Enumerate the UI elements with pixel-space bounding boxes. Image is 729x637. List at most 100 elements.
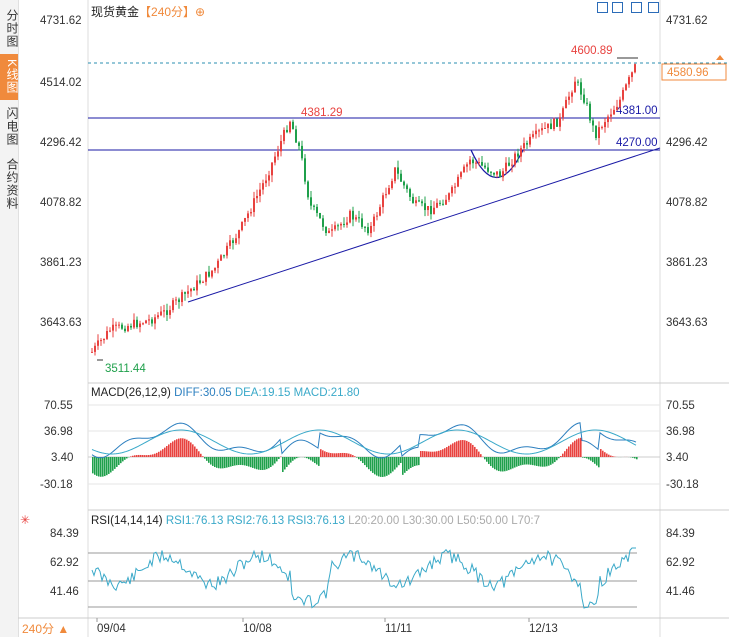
rsi3-value: RSI3:76.13 — [287, 515, 345, 527]
candle-body — [550, 123, 552, 130]
price-tick: 4731.62 — [666, 15, 708, 27]
candle-body — [148, 319, 150, 321]
candle-body — [496, 171, 498, 175]
macd-bar — [188, 440, 190, 457]
macd-bar — [192, 444, 194, 457]
macd-bar — [114, 457, 116, 469]
macd-title: MACD(26,12,9) — [91, 387, 171, 399]
price-tick: 3861.23 — [666, 257, 708, 269]
period-add-icon[interactable]: ⊕ — [195, 5, 206, 19]
candle-body — [172, 300, 174, 311]
tab-flash-chart[interactable]: 闪电图 — [5, 106, 19, 146]
macd-bar — [480, 454, 482, 457]
macd-bar — [352, 455, 354, 457]
macd-bar — [264, 457, 266, 470]
candle-body — [301, 145, 303, 159]
macd-bar — [372, 457, 374, 473]
candle-body — [373, 216, 375, 226]
macd-bar — [366, 457, 368, 468]
period-selector[interactable]: 【240分】 — [139, 5, 196, 19]
candle-body — [145, 320, 147, 324]
candle-body — [538, 130, 540, 132]
macd-bar — [442, 449, 444, 457]
macd-bar — [558, 457, 560, 459]
rsi2-value: RSI2:76.13 — [226, 515, 285, 527]
candle-body — [406, 185, 408, 190]
candle-body — [97, 340, 99, 346]
macd-bar — [104, 457, 106, 477]
candle-body — [196, 280, 198, 291]
candle-body — [565, 99, 567, 109]
macd-bar — [308, 457, 310, 460]
level-4381-label: 4381.00 — [616, 105, 658, 117]
candle-body — [460, 172, 462, 177]
macd-bar — [242, 457, 244, 466]
macd-bar — [632, 457, 634, 458]
macd-bar — [444, 448, 446, 457]
macd-value: MACD:21.80 — [293, 387, 360, 399]
macd-bar — [398, 457, 400, 466]
candle-body — [394, 167, 396, 182]
macd-bar — [204, 457, 206, 459]
candle-body — [589, 103, 591, 121]
macd-bar — [498, 457, 500, 472]
macd-bar — [208, 457, 210, 463]
fullscreen-icon[interactable] — [648, 2, 659, 13]
candle-body — [325, 226, 327, 234]
candle-body — [403, 181, 405, 186]
macd-bar — [276, 457, 278, 462]
macd-bar — [164, 447, 166, 457]
macd-bar — [452, 443, 454, 457]
macd-bar — [540, 457, 542, 467]
macd-bar — [582, 457, 584, 458]
crosshair-icon[interactable] — [597, 2, 608, 13]
candle-body — [211, 270, 213, 277]
macd-bar — [518, 457, 520, 466]
candle-body — [502, 171, 504, 178]
candle-body — [106, 331, 108, 339]
macd-bar — [386, 457, 388, 476]
candle-body — [133, 319, 135, 328]
candle-body — [169, 310, 171, 315]
macd-bar — [148, 455, 150, 457]
macd-bar — [382, 457, 384, 477]
bottom-period-selector[interactable]: 240分 ▲ — [22, 622, 70, 636]
expand-icon[interactable] — [612, 2, 623, 13]
macd-bar — [278, 457, 280, 460]
macd-bar — [342, 452, 344, 457]
settings-gear-icon[interactable]: ✳ — [20, 513, 30, 527]
macd-bar — [112, 457, 114, 471]
macd-bar — [460, 440, 462, 457]
candle-body — [418, 200, 420, 202]
candle-body — [100, 340, 102, 342]
price-tick: 3861.23 — [40, 257, 82, 269]
macd-bar — [474, 446, 476, 457]
macd-bar — [544, 457, 546, 467]
macd-bar — [416, 457, 418, 466]
candle-body — [370, 225, 372, 234]
draw-line-icon[interactable] — [631, 2, 642, 13]
macd-bar — [310, 457, 312, 461]
macd-bar — [346, 453, 348, 457]
macd-bar — [554, 457, 556, 463]
candle-body — [364, 226, 366, 228]
macd-bar — [248, 457, 250, 467]
candle-body — [442, 203, 444, 205]
trendline[interactable] — [187, 147, 661, 303]
macd-bar — [546, 457, 548, 467]
macd-bar — [446, 447, 448, 457]
tab-timeshare[interactable]: 分时图 — [5, 8, 19, 48]
macd-bar — [130, 456, 132, 457]
candle-body — [535, 130, 537, 135]
macd-bar — [200, 453, 202, 457]
tab-contract-info[interactable]: 合约资料 — [5, 158, 19, 210]
macd-bar — [552, 457, 554, 464]
macd-bar — [314, 457, 316, 464]
tab-kline[interactable]: K线图 — [0, 54, 19, 100]
candle-body — [421, 201, 423, 204]
candle-body — [391, 181, 393, 189]
macd-bar — [550, 457, 552, 465]
macd-bar — [330, 453, 332, 457]
candle-body — [247, 213, 249, 219]
